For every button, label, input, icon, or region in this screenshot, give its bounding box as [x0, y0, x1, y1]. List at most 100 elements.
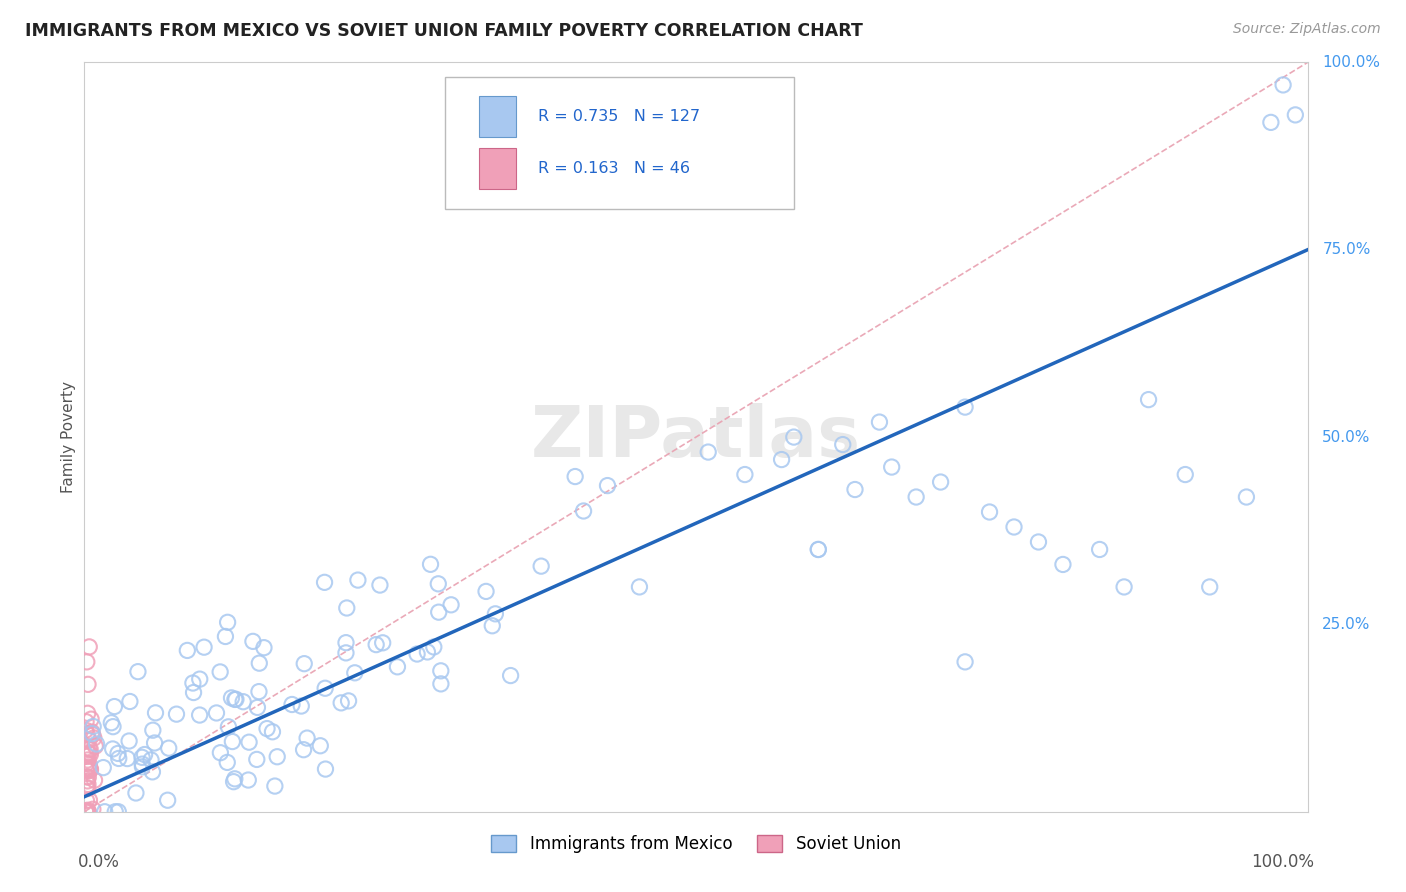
- Point: [79, 762, 101, 776]
- Point: [387, 660, 409, 674]
- Point: [330, 696, 353, 710]
- Point: [141, 764, 163, 779]
- Point: [1236, 490, 1258, 504]
- Point: [75, 780, 97, 795]
- Point: [406, 647, 429, 661]
- Point: [430, 677, 453, 691]
- Point: [263, 779, 285, 793]
- Point: [181, 676, 204, 690]
- Point: [76, 706, 98, 721]
- Point: [335, 646, 357, 660]
- Point: [77, 805, 100, 819]
- Point: [256, 722, 278, 736]
- Point: [292, 657, 315, 671]
- Point: [347, 573, 370, 587]
- Point: [343, 665, 366, 680]
- Point: [314, 681, 336, 696]
- Point: [142, 723, 165, 738]
- Point: [1002, 520, 1025, 534]
- Point: [107, 747, 129, 761]
- Point: [91, 761, 114, 775]
- Point: [125, 786, 148, 800]
- Point: [76, 749, 98, 764]
- Point: [101, 720, 124, 734]
- Point: [82, 726, 104, 740]
- Point: [77, 777, 100, 791]
- Point: [79, 757, 101, 772]
- Text: 0.0%: 0.0%: [79, 853, 120, 871]
- Point: [86, 737, 108, 751]
- Point: [222, 774, 245, 789]
- Point: [75, 714, 97, 729]
- Text: 100.0%: 100.0%: [1322, 55, 1381, 70]
- Point: [831, 437, 853, 451]
- Point: [76, 764, 98, 778]
- Point: [1052, 558, 1074, 572]
- Point: [697, 445, 720, 459]
- Point: [131, 757, 153, 772]
- Point: [79, 763, 101, 777]
- Point: [77, 770, 100, 784]
- Point: [79, 793, 101, 807]
- Point: [217, 756, 239, 770]
- Point: [221, 734, 243, 748]
- Point: [309, 739, 332, 753]
- Point: [107, 751, 129, 765]
- Point: [188, 672, 211, 686]
- Point: [93, 805, 115, 819]
- Point: [127, 665, 149, 679]
- Text: 100.0%: 100.0%: [1251, 853, 1313, 871]
- Point: [337, 694, 360, 708]
- Legend: Immigrants from Mexico, Soviet Union: Immigrants from Mexico, Soviet Union: [485, 828, 907, 860]
- Point: [880, 460, 903, 475]
- Text: ZIPatlas: ZIPatlas: [531, 402, 860, 472]
- Point: [118, 694, 141, 708]
- Point: [1028, 535, 1050, 549]
- Point: [770, 452, 793, 467]
- Text: Source: ZipAtlas.com: Source: ZipAtlas.com: [1233, 22, 1381, 37]
- Point: [82, 719, 104, 733]
- Point: [104, 805, 127, 819]
- Point: [76, 773, 98, 788]
- Point: [247, 656, 270, 670]
- Point: [225, 692, 247, 706]
- Point: [76, 805, 98, 819]
- Point: [953, 655, 976, 669]
- FancyBboxPatch shape: [446, 78, 794, 209]
- Point: [242, 634, 264, 648]
- Point: [76, 727, 98, 741]
- Point: [481, 619, 503, 633]
- Point: [79, 742, 101, 756]
- Point: [266, 749, 288, 764]
- Point: [76, 655, 98, 669]
- Point: [117, 751, 139, 765]
- Point: [77, 760, 100, 774]
- Point: [80, 725, 103, 739]
- Point: [295, 731, 318, 745]
- Point: [76, 746, 98, 760]
- Point: [156, 793, 179, 807]
- Point: [76, 740, 98, 755]
- Point: [82, 728, 104, 742]
- Point: [290, 699, 312, 714]
- Point: [224, 692, 246, 706]
- Point: [1260, 115, 1282, 129]
- Point: [336, 601, 359, 615]
- Point: [75, 723, 97, 738]
- Point: [217, 720, 239, 734]
- Point: [1114, 580, 1136, 594]
- Point: [247, 684, 270, 698]
- Point: [75, 804, 97, 818]
- Point: [224, 772, 246, 786]
- Point: [427, 605, 450, 619]
- Point: [366, 638, 388, 652]
- Point: [80, 712, 103, 726]
- Point: [217, 615, 239, 630]
- Text: 50.0%: 50.0%: [1322, 430, 1371, 444]
- Point: [979, 505, 1001, 519]
- Point: [84, 739, 107, 754]
- Point: [430, 664, 453, 678]
- Point: [475, 584, 498, 599]
- Y-axis label: Family Poverty: Family Poverty: [60, 381, 76, 493]
- Text: R = 0.163   N = 46: R = 0.163 N = 46: [538, 161, 690, 177]
